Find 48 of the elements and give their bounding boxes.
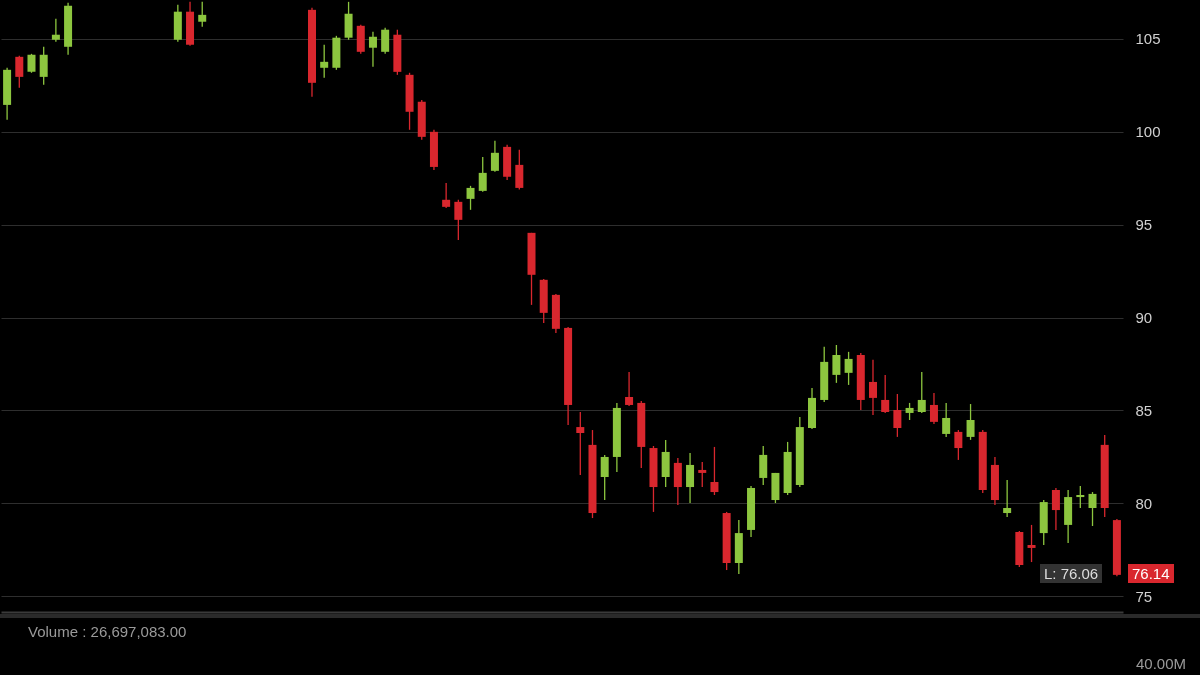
y-tick-label: 105 bbox=[1135, 30, 1161, 48]
candlestick bbox=[1003, 479, 1012, 518]
candlestick bbox=[576, 411, 585, 476]
y-tick-label: 100 bbox=[1135, 123, 1161, 141]
candlestick bbox=[966, 403, 975, 441]
candlestick bbox=[942, 402, 951, 438]
candlestick bbox=[466, 185, 475, 211]
candlestick bbox=[27, 53, 36, 74]
candlestick bbox=[844, 351, 853, 386]
candlestick bbox=[954, 429, 963, 461]
candlestick bbox=[478, 156, 487, 193]
text: 76.14 bbox=[1128, 564, 1174, 583]
y-tick-label: 95 bbox=[1135, 216, 1153, 234]
candlestick bbox=[917, 371, 926, 414]
candlestick bbox=[832, 344, 841, 384]
y-tick-label: 90 bbox=[1135, 309, 1153, 327]
candlestick bbox=[929, 392, 938, 425]
candlestick bbox=[320, 44, 329, 79]
candlestick bbox=[51, 18, 60, 43]
candlestick bbox=[625, 371, 634, 407]
y-tick-label: 80 bbox=[1135, 494, 1153, 512]
candlestick bbox=[698, 461, 707, 488]
candlestick bbox=[454, 199, 463, 241]
text: 40.00M bbox=[1136, 655, 1187, 672]
candlestick bbox=[198, 1, 207, 28]
candlestick bbox=[515, 149, 524, 191]
y-tick-label: 75 bbox=[1135, 587, 1153, 605]
candlestick bbox=[893, 393, 902, 438]
candlestick bbox=[1076, 485, 1085, 509]
candlestick bbox=[759, 445, 768, 486]
candlestick bbox=[368, 31, 377, 68]
candlestick bbox=[442, 182, 451, 209]
candlestick bbox=[686, 452, 695, 504]
candlestick bbox=[1051, 487, 1060, 531]
candlestick bbox=[490, 140, 499, 173]
candlestick bbox=[600, 454, 609, 501]
candlestick bbox=[710, 446, 719, 496]
candlestick bbox=[1027, 524, 1036, 563]
candlestick bbox=[381, 27, 390, 55]
candlestick bbox=[39, 46, 48, 86]
annotation: L: 76.06 bbox=[1040, 564, 1103, 583]
candlestick bbox=[868, 359, 877, 416]
candlestick bbox=[344, 1, 353, 41]
candlestick bbox=[1088, 491, 1097, 527]
candlestick bbox=[15, 55, 24, 89]
y-tick-label: 85 bbox=[1135, 401, 1153, 419]
candlestick bbox=[881, 374, 890, 414]
text: Volume : 26,697,083.00 bbox=[28, 623, 187, 640]
